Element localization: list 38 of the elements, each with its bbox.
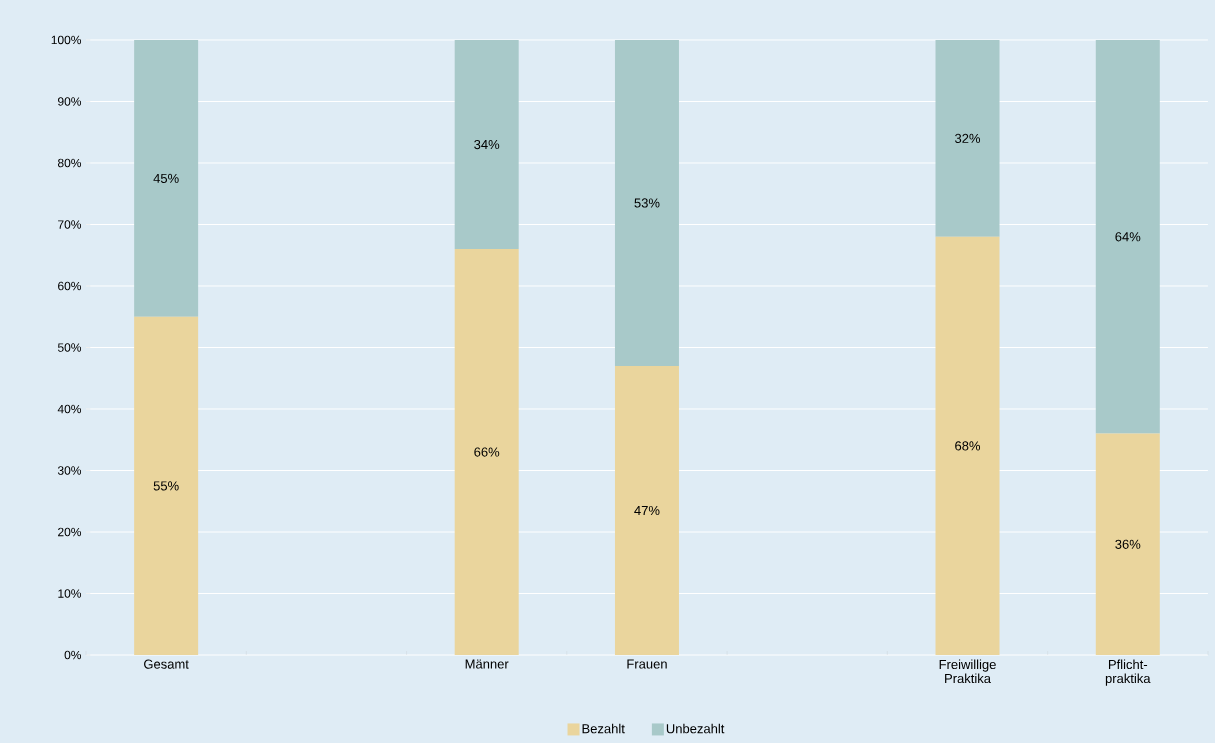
y-tick-label: 30%: [57, 466, 82, 475]
data-label: 53%: [634, 198, 660, 208]
bar: [935, 39, 1000, 237]
data-label: 66%: [474, 447, 500, 457]
legend-label: Bezahlt: [582, 723, 625, 734]
data-label: 47%: [634, 505, 660, 516]
x-tick-label: Gesamt: [144, 659, 189, 669]
x-tick-label: Freiwillige Praktika: [939, 659, 996, 684]
bar: [1095, 433, 1160, 655]
x-tick-label: Männer: [465, 659, 509, 669]
data-label: 45%: [153, 173, 179, 183]
bar: [134, 39, 199, 317]
y-tick-label: 100%: [51, 35, 82, 45]
bar: [1095, 39, 1160, 434]
bar: [614, 365, 679, 655]
legend-label: Unbezahlt: [666, 723, 725, 734]
x-tick-label: Pflicht-praktika: [1105, 659, 1151, 686]
data-label: 32%: [955, 133, 981, 143]
x-tick-label: Frauen: [627, 659, 667, 669]
bar: [614, 39, 679, 366]
data-label: 68%: [955, 441, 981, 451]
y-tick-label: 60%: [58, 281, 82, 291]
data-label: 36%: [1115, 539, 1141, 549]
y-tick-label: 50%: [57, 343, 82, 352]
y-tick-label: 80%: [57, 158, 82, 168]
y-tick-label: 10%: [58, 589, 82, 598]
y-tick-label: 40%: [57, 404, 82, 414]
y-tick-label: 0%: [64, 650, 82, 660]
data-label: 64%: [1115, 232, 1141, 242]
data-label: 55%: [153, 481, 179, 491]
bar: [134, 316, 199, 655]
y-tick-label: 90%: [58, 97, 82, 106]
y-tick-label: 70%: [58, 220, 82, 229]
y-tick-label: 20%: [58, 527, 82, 537]
bar: [935, 236, 1000, 655]
data-label: 34%: [474, 139, 500, 150]
bar: [454, 249, 519, 655]
bar: [454, 39, 519, 250]
